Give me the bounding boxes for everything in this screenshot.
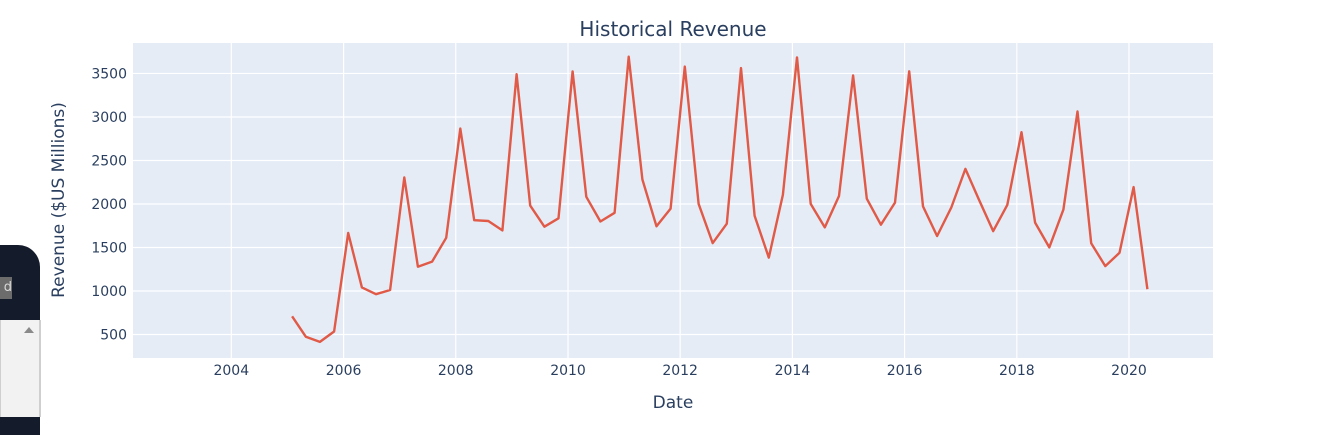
y-axis-title: Revenue ($US Millions) (49, 102, 69, 298)
revenue-chart: 2004 2006 2008 2010 2012 2014 2016 2018 2020 500… (49, 17, 1213, 413)
x-tick-label: 2020 (1111, 363, 1147, 379)
x-tick-label: 2008 (438, 363, 474, 379)
y-tick-label: 1500 (91, 240, 127, 256)
y-tick-label: 2500 (91, 153, 127, 169)
plot-area (133, 43, 1213, 358)
scrollbar-track[interactable] (39, 320, 41, 417)
side-panel-scrollbar[interactable] (0, 320, 41, 417)
y-tick-label: 3500 (91, 66, 127, 82)
x-axis-ticks: 2004 2006 2008 2010 2012 2014 2016 2018 2020 (213, 363, 1146, 379)
x-tick-label: 2006 (326, 363, 362, 379)
y-tick-label: 1000 (91, 284, 127, 300)
series-line (291, 55, 1149, 344)
x-tick-label: 2010 (550, 363, 586, 379)
chart-title: Historical Revenue (579, 17, 766, 41)
scroll-up-arrow-icon[interactable] (24, 327, 34, 333)
y-tick-label: 500 (100, 328, 127, 344)
y-axis-ticks: 500 1000 1500 2000 2500 3000 3500 (91, 66, 127, 343)
y-tick-label: 2000 (91, 197, 127, 213)
x-tick-label: 2004 (213, 363, 249, 379)
x-tick-label: 2012 (662, 363, 698, 379)
x-tick-label: 2016 (887, 363, 923, 379)
y-tick-label: 3000 (91, 110, 127, 126)
x-tick-label: 2014 (775, 363, 811, 379)
x-tick-label: 2018 (999, 363, 1035, 379)
x-axis-title: Date (653, 393, 694, 413)
side-panel-label[interactable]: d (0, 277, 12, 299)
